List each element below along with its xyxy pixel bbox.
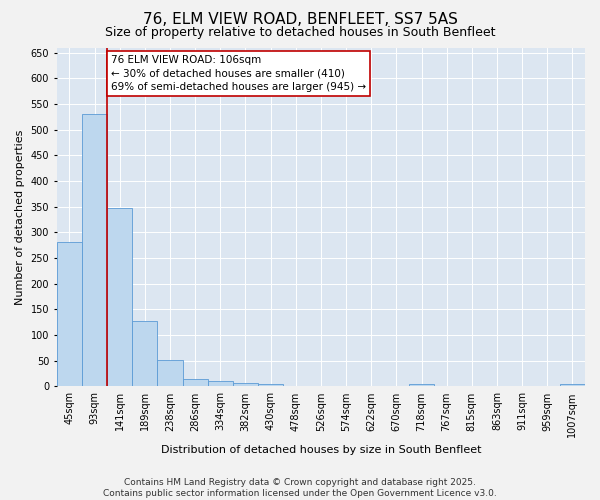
Bar bbox=[233, 383, 258, 386]
Bar bbox=[157, 360, 182, 386]
Bar bbox=[560, 384, 585, 386]
X-axis label: Distribution of detached houses by size in South Benfleet: Distribution of detached houses by size … bbox=[161, 445, 481, 455]
Y-axis label: Number of detached properties: Number of detached properties bbox=[15, 130, 25, 304]
Text: Contains HM Land Registry data © Crown copyright and database right 2025.
Contai: Contains HM Land Registry data © Crown c… bbox=[103, 478, 497, 498]
Bar bbox=[409, 384, 434, 386]
Bar bbox=[258, 384, 283, 386]
Bar bbox=[182, 378, 208, 386]
Text: 76 ELM VIEW ROAD: 106sqm
← 30% of detached houses are smaller (410)
69% of semi-: 76 ELM VIEW ROAD: 106sqm ← 30% of detach… bbox=[111, 55, 366, 92]
Bar bbox=[208, 382, 233, 386]
Text: Size of property relative to detached houses in South Benfleet: Size of property relative to detached ho… bbox=[105, 26, 495, 39]
Text: 76, ELM VIEW ROAD, BENFLEET, SS7 5AS: 76, ELM VIEW ROAD, BENFLEET, SS7 5AS bbox=[143, 12, 457, 28]
Bar bbox=[132, 321, 157, 386]
Bar bbox=[107, 208, 132, 386]
Bar bbox=[82, 114, 107, 386]
Bar bbox=[57, 242, 82, 386]
